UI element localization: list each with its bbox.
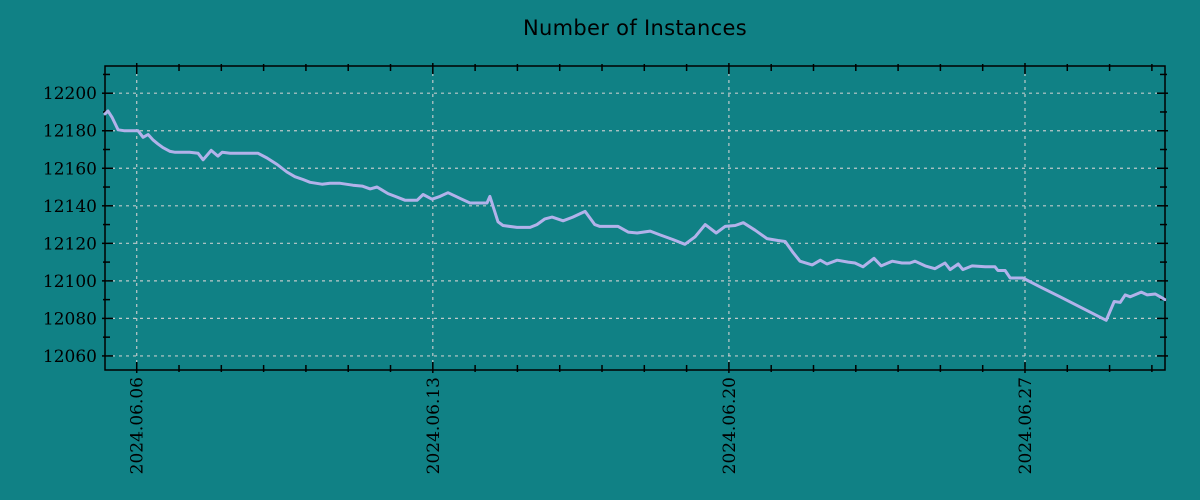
chart-title: Number of Instances: [523, 16, 747, 40]
y-tick-label: 12080: [43, 309, 97, 329]
y-tick-label: 12060: [43, 347, 97, 367]
y-tick-label: 12160: [43, 159, 97, 179]
x-tick-label: 2024.06.13: [424, 377, 444, 474]
y-tick-label: 12120: [43, 234, 97, 254]
x-tick-label: 2024.06.27: [1016, 377, 1036, 474]
x-tick-label: 2024.06.06: [128, 377, 148, 474]
y-tick-label: 12200: [43, 84, 97, 104]
y-tick-label: 12100: [43, 272, 97, 292]
y-tick-label: 12140: [43, 197, 97, 217]
plot-border: [104, 65, 1166, 371]
series-line: [103, 109, 1167, 322]
x-tick-label: 2024.06.20: [720, 377, 740, 474]
y-tick-label: 12180: [43, 122, 97, 142]
